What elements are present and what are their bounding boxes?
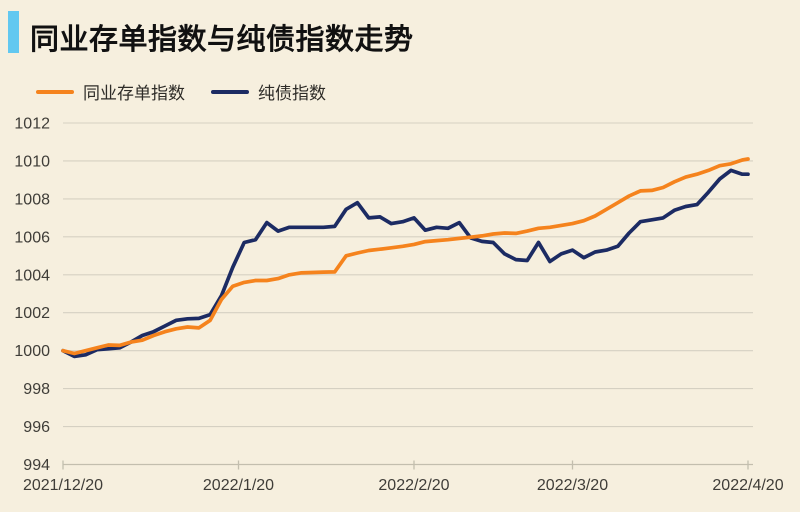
chart-legend: 同业存单指数 纯债指数 [36, 79, 326, 104]
y-axis-tick-label: 1006 [14, 229, 50, 246]
x-axis-tick-label: 2022/3/20 [537, 477, 608, 494]
x-axis-tick-label: 2022/2/20 [378, 477, 449, 494]
y-axis-tick-label: 1000 [14, 343, 50, 360]
y-axis-tick-label: 1002 [14, 305, 50, 322]
series-lines [61, 157, 750, 359]
legend-item-cd-index: 同业存单指数 [36, 79, 185, 104]
y-axis-tick-label: 996 [23, 419, 50, 436]
x-axis-tick-label: 2022/4/20 [712, 477, 783, 494]
y-axis-tick-label: 998 [23, 381, 50, 398]
x-axis-tick-label: 2022/1/20 [203, 477, 274, 494]
y-axis-tick-label: 1008 [14, 191, 50, 208]
bond-index-line [61, 168, 750, 359]
legend-label-bond-index: 纯债指数 [258, 84, 326, 103]
axes [62, 460, 753, 470]
y-axis-tick-label: 994 [23, 457, 50, 474]
gridlines [63, 122, 753, 428]
page-title: 同业存单指数与纯债指数走势 [30, 24, 414, 56]
cd-index-line [61, 157, 750, 356]
y-axis-tick-label: 1010 [14, 153, 50, 170]
legend-swatch-cd-index [36, 89, 74, 94]
y-axis-tick-label: 1004 [14, 267, 50, 284]
y-axis-tick-label: 1012 [14, 116, 50, 133]
legend-label-cd-index: 同业存单指数 [83, 84, 185, 103]
title-accent-bar [8, 11, 19, 53]
legend-swatch-bond-index [211, 89, 249, 94]
axis-tick-labels: 1012 1010 1008 1006 1004 1002 1000 998 996 994 202… [14, 116, 783, 495]
legend-item-bond-index: 纯债指数 [211, 79, 326, 104]
x-axis-tick-label: 2021/12/20 [23, 477, 103, 494]
